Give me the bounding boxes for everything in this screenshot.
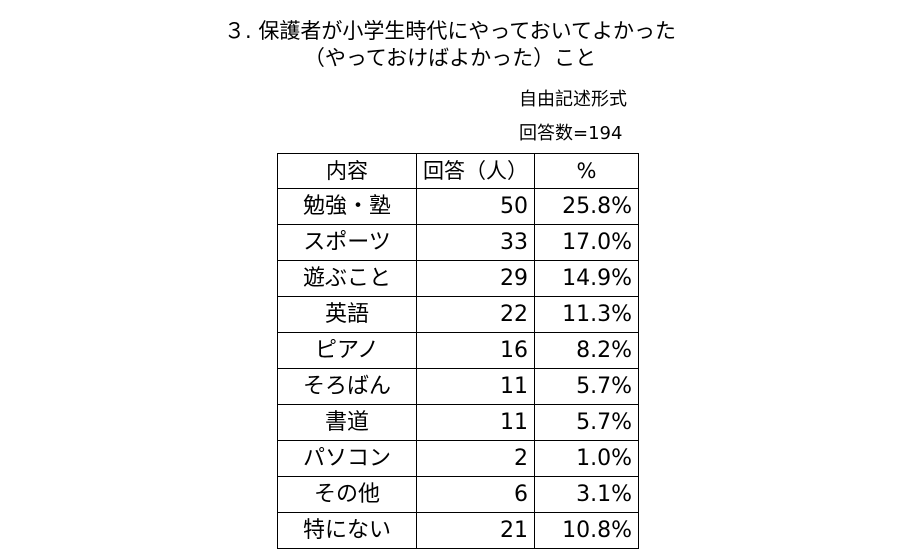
row-percent: 25.8%: [534, 188, 639, 225]
header-percent: %: [534, 153, 639, 189]
row-percent: 14.9%: [534, 260, 639, 297]
row-count: 11: [416, 368, 535, 405]
row-percent: 3.1%: [534, 476, 639, 513]
row-item: 遊ぶこと: [277, 260, 417, 297]
table-row: スポーツ 33 17.0%: [277, 224, 639, 261]
row-percent: 17.0%: [534, 224, 639, 261]
row-count: 21: [416, 512, 535, 549]
row-count: 33: [416, 224, 535, 261]
table-row: 勉強・塾 50 25.8%: [277, 188, 639, 225]
row-count: 22: [416, 296, 535, 333]
title-line-1: ３. 保護者が小学生時代にやっておいてよかった: [223, 19, 677, 43]
row-count: 50: [416, 188, 535, 225]
table-row: 遊ぶこと 29 14.9%: [277, 260, 639, 297]
row-percent: 5.7%: [534, 404, 639, 441]
row-count: 29: [416, 260, 535, 297]
response-format-label: 自由記述形式: [519, 89, 627, 110]
row-item: スポーツ: [277, 224, 417, 261]
row-item: 書道: [277, 404, 417, 441]
row-item: 英語: [277, 296, 417, 333]
table-header-row: 内容 回答（人） %: [277, 153, 639, 189]
row-percent: 1.0%: [534, 440, 639, 477]
row-count: 16: [416, 332, 535, 369]
table-row: 英語 22 11.3%: [277, 296, 639, 333]
table-row: ピアノ 16 8.2%: [277, 332, 639, 369]
row-percent: 11.3%: [534, 296, 639, 333]
header-count: 回答（人）: [416, 153, 535, 189]
row-percent: 10.8%: [534, 512, 639, 549]
row-item: そろばん: [277, 368, 417, 405]
row-count: 11: [416, 404, 535, 441]
row-item: ピアノ: [277, 332, 417, 369]
row-percent: 8.2%: [534, 332, 639, 369]
title-line-2: （やっておけばよかった）こと: [303, 46, 597, 70]
table-row: パソコン 2 1.0%: [277, 440, 639, 477]
row-count: 6: [416, 476, 535, 513]
row-count: 2: [416, 440, 535, 477]
table-row: 特にない 21 10.8%: [277, 512, 639, 549]
row-item: 特にない: [277, 512, 417, 549]
row-percent: 5.7%: [534, 368, 639, 405]
row-item: その他: [277, 476, 417, 513]
results-table: 内容 回答（人） % 勉強・塾 50 25.8% スポーツ 33 17.0% 遊…: [277, 153, 639, 549]
respondent-count-label: 回答数=194: [519, 123, 623, 144]
table-row: 書道 11 5.7%: [277, 404, 639, 441]
row-item: パソコン: [277, 440, 417, 477]
table-row: その他 6 3.1%: [277, 476, 639, 513]
header-item: 内容: [277, 153, 417, 189]
table-row: そろばん 11 5.7%: [277, 368, 639, 405]
row-item: 勉強・塾: [277, 188, 417, 225]
